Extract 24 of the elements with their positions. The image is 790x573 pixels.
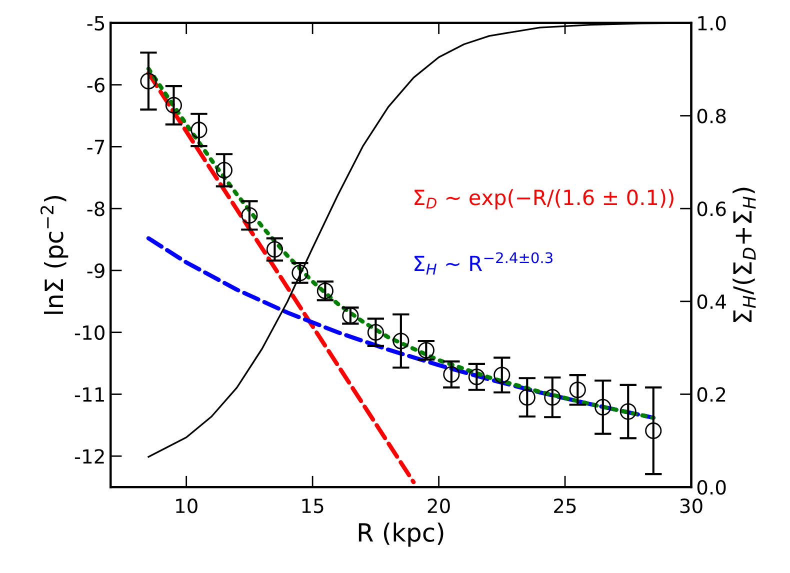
y-tick-label: -6 <box>87 78 105 92</box>
x-tick-label: 15 <box>302 498 324 514</box>
y-tick-label: -7 <box>87 140 104 154</box>
y-tick-label: -9 <box>87 263 104 278</box>
y-tick-label: -11 <box>74 387 104 402</box>
y2-axis-title: Σ$_{H}$/(Σ$_{D}$+Σ$_{H}$) <box>732 188 756 322</box>
y2-tick-label: 1.0 <box>698 16 726 31</box>
text: Σ$_{D}$ ∼ exp(−R/(1.6 ± 0.1)) <box>414 189 674 210</box>
x-tick-label: 30 <box>680 498 702 514</box>
x-tick-label: 10 <box>176 498 198 514</box>
y2-tick-label: 0.6 <box>697 202 726 216</box>
y-tick-label: -8 <box>87 202 104 216</box>
text: Σ$_{H}$ ∼ R$^{−2.4±0.3}$ <box>414 252 552 274</box>
y2-tick-label: 0.8 <box>697 108 726 124</box>
y-tick-label: -12 <box>74 449 104 464</box>
x-tick-label: 20 <box>428 498 450 514</box>
x-tick-label: 25 <box>554 498 576 514</box>
y2-tick-label: 0.2 <box>697 387 726 402</box>
y-tick-label: -5 <box>87 16 104 31</box>
y-axis-title: lnΣ (pc$^{−2}$) <box>40 196 68 314</box>
y2-tick-label: 0.0 <box>697 480 726 495</box>
y-tick-label: -10 <box>74 325 104 340</box>
x-axis-title: R (kpc) <box>358 522 444 547</box>
y2-tick-label: 0.4 <box>697 294 726 310</box>
